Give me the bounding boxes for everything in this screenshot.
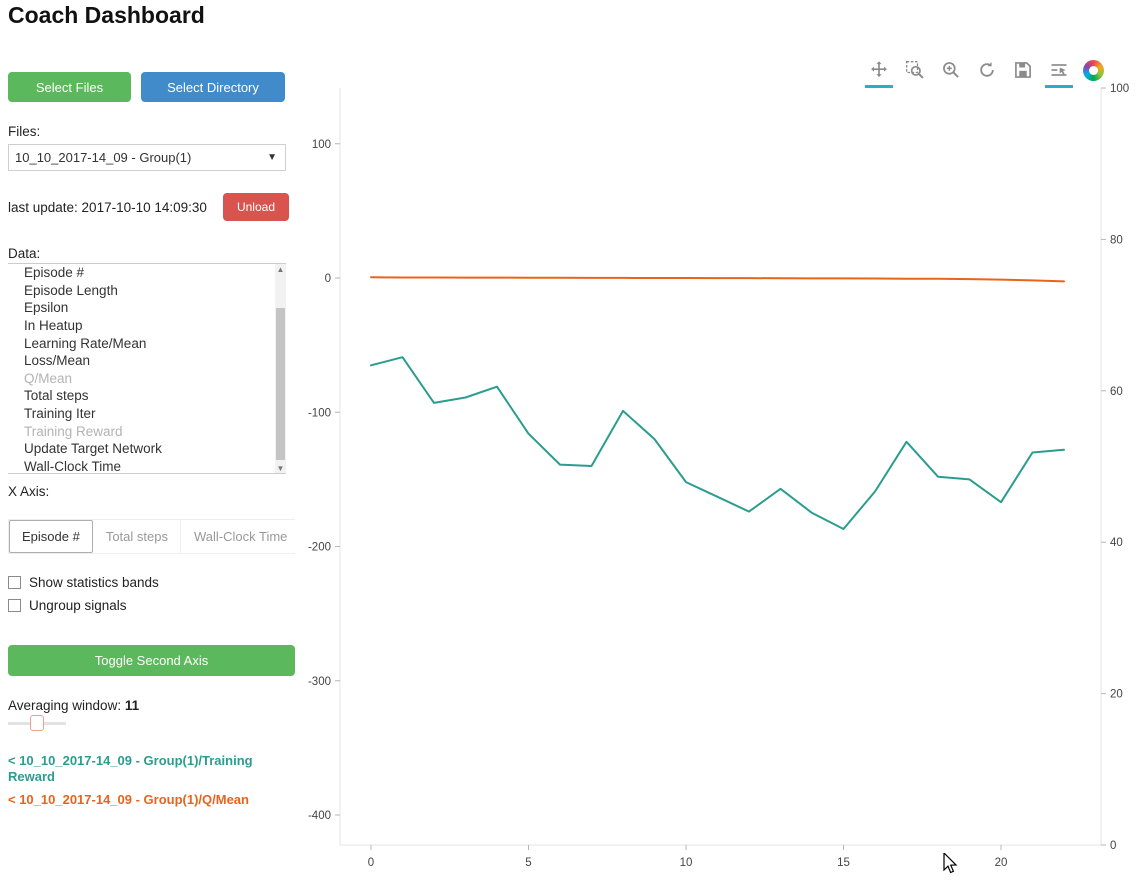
wheel-zoom-tool-icon[interactable]: [939, 58, 963, 82]
box-zoom-tool-icon[interactable]: [903, 58, 927, 82]
scroll-up-icon[interactable]: ▲: [276, 265, 285, 274]
averaging-window-value: 11: [124, 698, 140, 713]
svg-text:0: 0: [368, 857, 374, 869]
checkbox-label: Show statistics bands: [29, 575, 159, 590]
svg-text:0: 0: [325, 273, 331, 285]
list-scrollbar[interactable]: ▲ ▼: [275, 264, 286, 473]
chart-toolbar: [865, 58, 1104, 88]
chevron-down-icon: ▼: [267, 152, 277, 163]
svg-text:40: 40: [1110, 537, 1123, 549]
x-axis-label: X Axis:: [8, 484, 50, 499]
checkbox-icon[interactable]: [8, 599, 21, 612]
averaging-window-slider[interactable]: [8, 715, 66, 731]
select-files-button[interactable]: Select Files: [8, 72, 131, 102]
list-item[interactable]: Training Reward: [24, 423, 123, 439]
page-title: Coach Dashboard: [8, 2, 205, 28]
save-tool-icon[interactable]: [1011, 58, 1035, 82]
line-chart[interactable]: 100 0 -100 -200 -300 -400 100 80 60 40 20 0 0 5 10 15 20: [295, 0, 1142, 881]
list-item[interactable]: Episode #: [24, 265, 85, 281]
bokeh-logo[interactable]: [1083, 59, 1104, 81]
svg-text:0: 0: [1110, 840, 1116, 852]
chart-legend: < 10_10_2017-14_09 - Group(1)/Training R…: [8, 753, 290, 815]
files-label: Files:: [8, 124, 41, 139]
select-directory-button[interactable]: Select Directory: [141, 72, 285, 102]
list-item[interactable]: In Heatup: [24, 318, 83, 334]
x-axis-option-wall-clock[interactable]: Wall-Clock Time: [180, 520, 301, 553]
list-item[interactable]: Learning Rate/Mean: [24, 335, 147, 351]
list-item[interactable]: Q/Mean: [24, 370, 73, 386]
svg-text:80: 80: [1110, 234, 1123, 246]
x-axis-option-total-steps[interactable]: Total steps: [92, 520, 181, 553]
svg-text:-300: -300: [308, 676, 331, 688]
x-axis-option-episode[interactable]: Episode #: [9, 520, 93, 553]
show-statistics-bands-checkbox[interactable]: Show statistics bands: [8, 575, 159, 590]
svg-text:5: 5: [525, 857, 531, 869]
list-item[interactable]: Episode Length: [24, 282, 118, 298]
checkbox-icon[interactable]: [8, 576, 21, 589]
list-item[interactable]: Loss/Mean: [24, 353, 91, 369]
legend-item-q-mean[interactable]: < 10_10_2017-14_09 - Group(1)/Q/Mean: [8, 792, 249, 807]
svg-text:10: 10: [680, 857, 693, 869]
svg-text:20: 20: [1110, 689, 1123, 701]
sidebar: Select Files Select Directory Files: 10_…: [0, 0, 302, 881]
scrollbar-thumb[interactable]: [276, 308, 285, 460]
files-select-value: 10_10_2017-14_09 - Group(1): [15, 150, 192, 165]
checkbox-label: Ungroup signals: [29, 598, 127, 613]
svg-text:-100: -100: [308, 407, 331, 419]
reset-tool-icon[interactable]: [975, 58, 999, 82]
svg-text:15: 15: [837, 857, 850, 869]
hover-tool-icon[interactable]: [1045, 58, 1073, 88]
scroll-down-icon[interactable]: ▼: [276, 464, 285, 473]
mouse-cursor: [943, 853, 958, 874]
averaging-window-label: Averaging window:: [8, 698, 122, 713]
svg-text:-400: -400: [308, 810, 331, 822]
svg-text:-200: -200: [308, 542, 331, 554]
list-item[interactable]: Total steps: [24, 388, 89, 404]
slider-handle[interactable]: [30, 715, 44, 731]
ungroup-signals-checkbox[interactable]: Ungroup signals: [8, 598, 127, 613]
data-label: Data:: [8, 246, 41, 261]
last-update-row: last update: 2017-10-10 14:09:30 Unload: [8, 193, 289, 221]
data-signal-list[interactable]: Episode # Episode Length Epsilon In Heat…: [8, 263, 286, 474]
averaging-window-row: Averaging window: 11: [8, 698, 139, 713]
svg-text:100: 100: [1110, 83, 1129, 95]
list-item[interactable]: Training Iter: [24, 406, 96, 422]
svg-text:60: 60: [1110, 386, 1123, 398]
unload-button[interactable]: Unload: [222, 193, 289, 221]
list-item[interactable]: Wall-Clock Time: [24, 458, 122, 474]
toggle-second-axis-button[interactable]: Toggle Second Axis: [8, 645, 295, 676]
x-axis-selector: Episode # Total steps Wall-Clock Time: [8, 519, 302, 554]
file-buttons-row: Select Files Select Directory: [8, 72, 285, 102]
pan-tool-icon[interactable]: [865, 58, 893, 88]
chart-area: 100 0 -100 -200 -300 -400 100 80 60 40 20 0 0 5 10 15 20: [295, 0, 1142, 881]
legend-item-training-reward[interactable]: < 10_10_2017-14_09 - Group(1)/Training R…: [8, 753, 253, 784]
svg-text:100: 100: [312, 139, 331, 151]
svg-text:20: 20: [995, 857, 1008, 869]
list-item[interactable]: Epsilon: [24, 300, 69, 316]
files-select[interactable]: 10_10_2017-14_09 - Group(1) ▼: [8, 144, 286, 171]
list-item[interactable]: Update Target Network: [24, 441, 162, 457]
last-update-text: last update: 2017-10-10 14:09:30: [8, 199, 207, 215]
